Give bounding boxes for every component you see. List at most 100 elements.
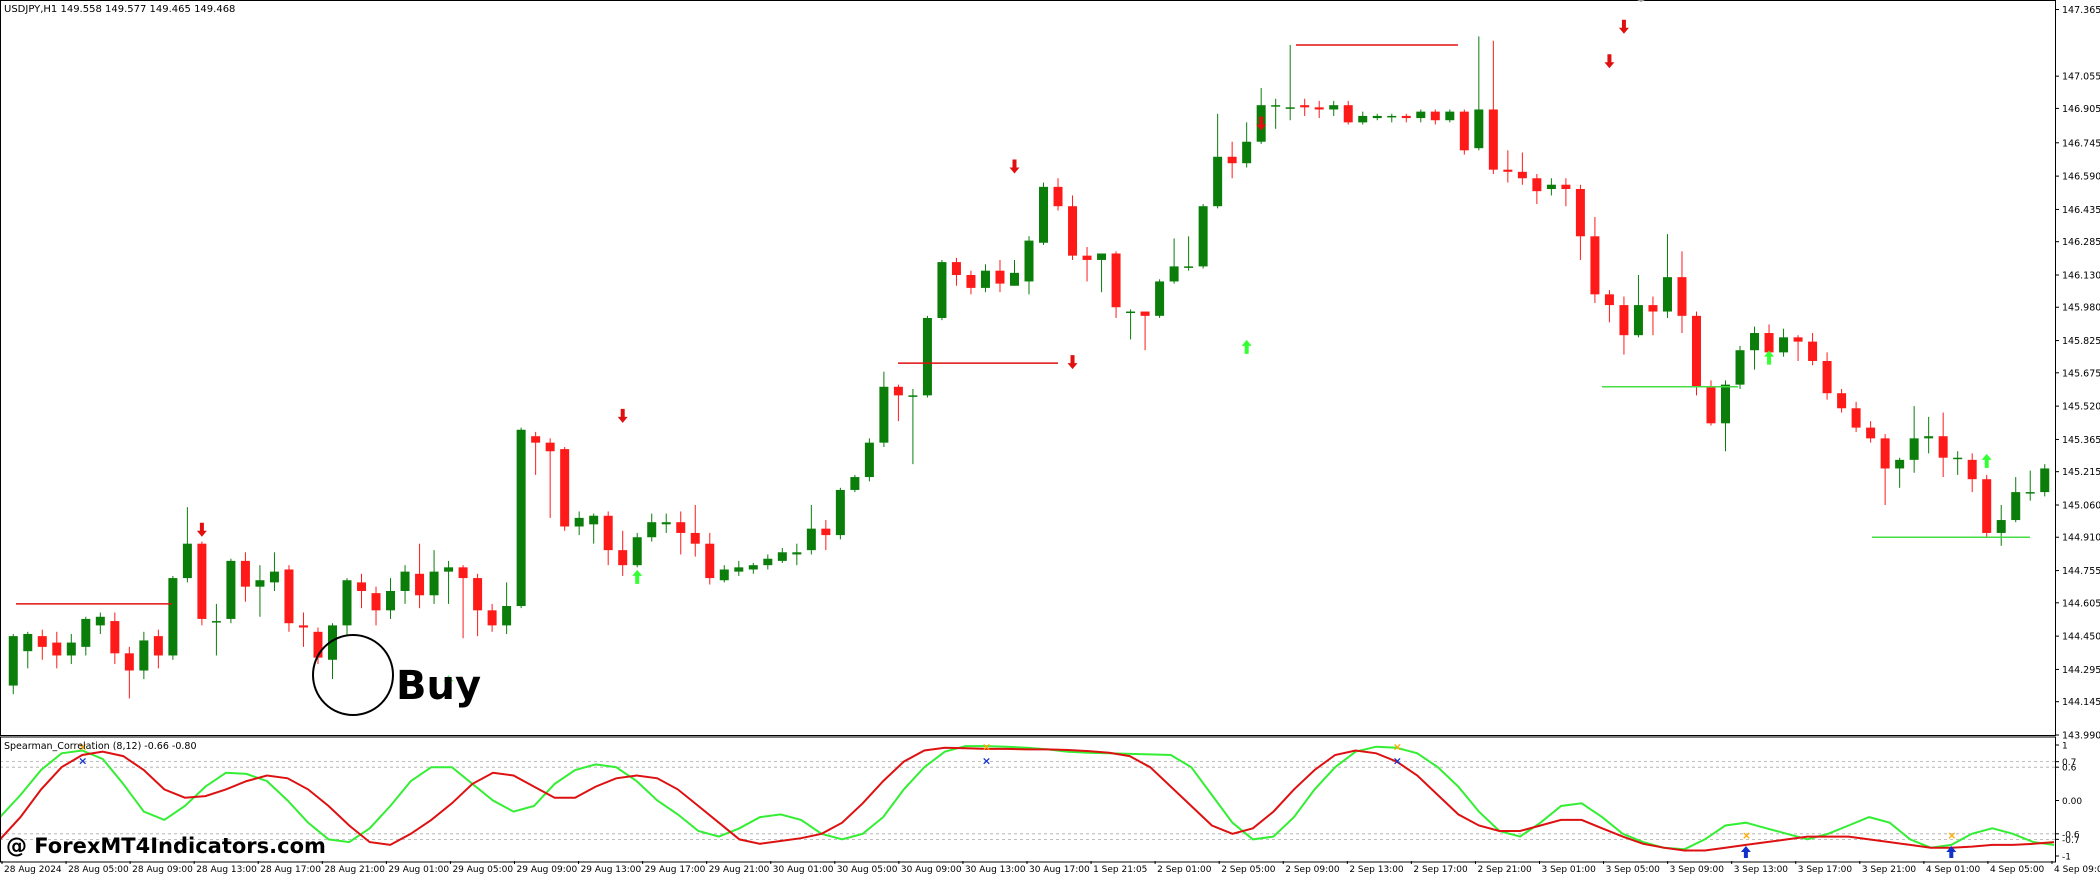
- cross-bottom-marker: ×: [1947, 829, 1956, 842]
- price-tick-label: 146.590: [2062, 172, 2100, 183]
- bear-candle: [1141, 312, 1150, 316]
- bear-candle: [197, 544, 206, 619]
- bear-candle: [1707, 387, 1716, 424]
- bear-candle: [1823, 361, 1832, 393]
- bear-candle: [1112, 253, 1121, 307]
- bull-candle: [589, 516, 598, 525]
- bear-candle: [284, 569, 293, 623]
- time-tick-label: 28 Aug 13:00: [196, 865, 257, 875]
- indicator-header: Spearman_Correlation (8,12) -0.66 -0.80: [4, 741, 196, 752]
- bear-candle: [1518, 172, 1527, 178]
- time-tick-label: 29 Aug 13:00: [581, 865, 642, 875]
- price-tick-label: 145.060: [2062, 500, 2100, 511]
- bear-candle: [241, 561, 250, 587]
- bear-candle: [154, 636, 163, 655]
- time-tick-label: 30 Aug 01:00: [773, 865, 834, 875]
- bull-candle: [1358, 116, 1367, 122]
- price-tick-label: 147.365: [2062, 5, 2100, 16]
- time-tick-label: 29 Aug 17:00: [645, 865, 706, 875]
- price-tick-label: 146.905: [2062, 104, 2100, 115]
- bull-candle: [749, 565, 758, 569]
- time-tick-label: 29 Aug 01:00: [388, 865, 449, 875]
- bear-candle: [1765, 333, 1774, 352]
- price-tick-label: 144.295: [2062, 665, 2100, 676]
- bull-candle: [430, 572, 439, 596]
- price-tick-label: 146.435: [2062, 205, 2100, 216]
- price-tick-label: 145.825: [2062, 336, 2100, 347]
- bear-candle: [1605, 294, 1614, 305]
- bull-candle: [865, 443, 874, 477]
- price-tick-label: 144.450: [2062, 632, 2100, 643]
- bull-candle: [2011, 492, 2020, 520]
- time-tick-label: 29 Aug 05:00: [452, 865, 513, 875]
- price-tick-label: 144.910: [2062, 533, 2100, 544]
- bull-candle: [386, 591, 395, 610]
- bear-candle: [1402, 116, 1411, 118]
- cross-top-marker: ×: [1393, 741, 1402, 754]
- price-tick-label: 145.215: [2062, 467, 2100, 478]
- bear-candle: [604, 516, 613, 550]
- bull-candle: [270, 572, 279, 583]
- indicator-tick-label: 1: [2062, 742, 2068, 752]
- bull-candle: [444, 567, 453, 571]
- bear-candle: [1054, 187, 1063, 206]
- indicator-tick-label: -1: [2062, 853, 2071, 863]
- time-tick-label: 29 Aug 09:00: [517, 865, 578, 875]
- bear-candle: [1619, 305, 1628, 335]
- bull-candle: [937, 262, 946, 318]
- bear-candle: [1982, 479, 1991, 533]
- time-tick-label: 28 Aug 05:00: [68, 865, 129, 875]
- bull-candle: [720, 569, 729, 580]
- bull-candle: [1126, 312, 1135, 314]
- bull-candle: [1271, 105, 1280, 107]
- bull-candle: [981, 271, 990, 288]
- bull-candle: [183, 544, 192, 578]
- price-tick-label: 143.990: [2062, 731, 2100, 742]
- bull-candle: [255, 580, 264, 586]
- bull-candle: [212, 621, 221, 623]
- bull-candle: [633, 537, 642, 565]
- bull-candle: [1199, 206, 1208, 266]
- bull-candle: [1387, 116, 1396, 118]
- bear-candle: [488, 610, 497, 625]
- bear-candle: [995, 271, 1004, 284]
- bull-candle: [1924, 436, 1933, 438]
- indicator-tick-label: 0.00: [2062, 797, 2082, 807]
- price-tick-label: 145.520: [2062, 402, 2100, 413]
- bear-candle: [1300, 105, 1309, 107]
- bull-candle: [763, 559, 772, 565]
- bull-candle: [517, 430, 526, 606]
- bear-candle: [1677, 277, 1686, 316]
- bull-candle: [1097, 253, 1106, 259]
- bull-candle: [836, 490, 845, 535]
- time-tick-label: 3 Sep 21:00: [1862, 865, 1917, 875]
- bull-candle: [908, 395, 917, 397]
- time-tick-label: 29 Aug 21:00: [709, 865, 770, 875]
- watermark: @ ForexMT4Indicators.com: [6, 834, 326, 858]
- bull-candle: [1474, 109, 1483, 148]
- time-tick-label: 30 Aug 05:00: [837, 865, 898, 875]
- bear-candle: [372, 593, 381, 610]
- bull-candle: [1547, 185, 1556, 189]
- bull-candle: [1039, 187, 1048, 243]
- bull-candle: [807, 529, 816, 550]
- bear-candle: [459, 567, 468, 578]
- bull-candle: [734, 567, 743, 571]
- time-tick-label: 3 Sep 05:00: [1606, 865, 1661, 875]
- bear-candle: [821, 529, 830, 535]
- time-tick-label: 4 Sep 09:00: [2054, 865, 2100, 875]
- bull-candle: [1155, 281, 1164, 315]
- bull-candle: [1910, 438, 1919, 459]
- price-tick-label: 147.055: [2062, 72, 2100, 83]
- bear-candle: [110, 621, 119, 653]
- price-tick-label: 145.365: [2062, 435, 2100, 446]
- indicator-tick-label: 0.6: [2062, 764, 2077, 774]
- time-tick-label: 4 Sep 05:00: [1990, 865, 2045, 875]
- bear-candle: [1648, 305, 1657, 311]
- bear-candle: [1590, 236, 1599, 294]
- bear-candle: [1576, 189, 1585, 236]
- bull-candle: [23, 634, 32, 651]
- bear-candle: [1532, 178, 1541, 191]
